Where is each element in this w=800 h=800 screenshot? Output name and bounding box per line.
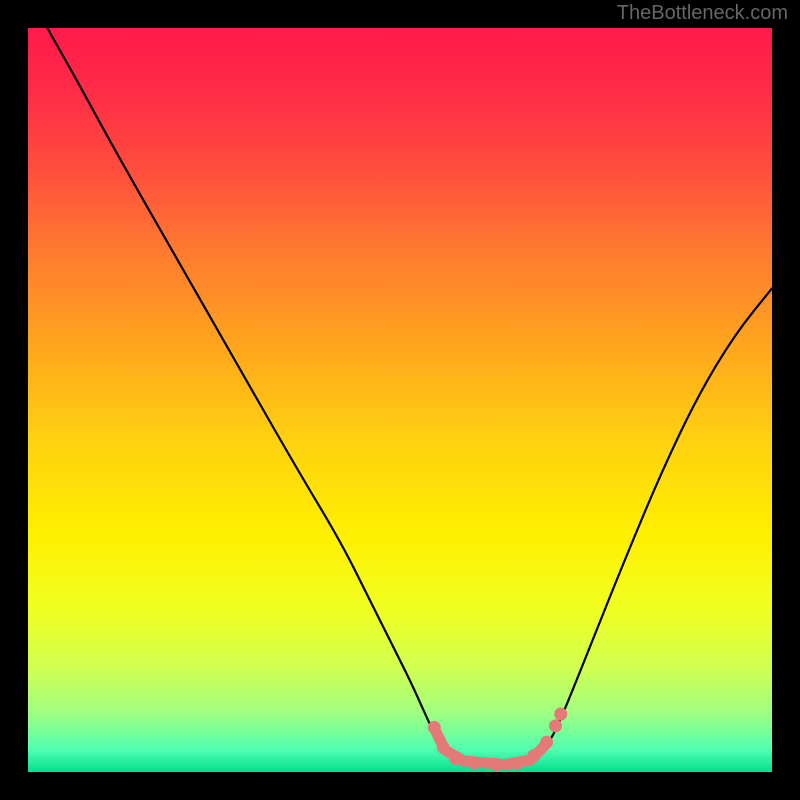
highlight-dot bbox=[527, 749, 540, 762]
highlight-dot bbox=[511, 757, 524, 770]
highlight-dot bbox=[554, 707, 567, 720]
watermark-label: TheBottleneck.com bbox=[617, 2, 788, 25]
highlight-dot bbox=[540, 736, 553, 749]
highlight-dot bbox=[490, 758, 503, 771]
highlight-dot bbox=[468, 757, 481, 770]
chart-stage: TheBottleneck.com bbox=[0, 0, 800, 800]
highlight-dot bbox=[549, 719, 562, 732]
highlight-dot bbox=[428, 721, 441, 734]
highlight-dot bbox=[437, 741, 450, 754]
bottleneck-curve-chart bbox=[0, 0, 800, 800]
highlight-dot bbox=[449, 752, 462, 765]
